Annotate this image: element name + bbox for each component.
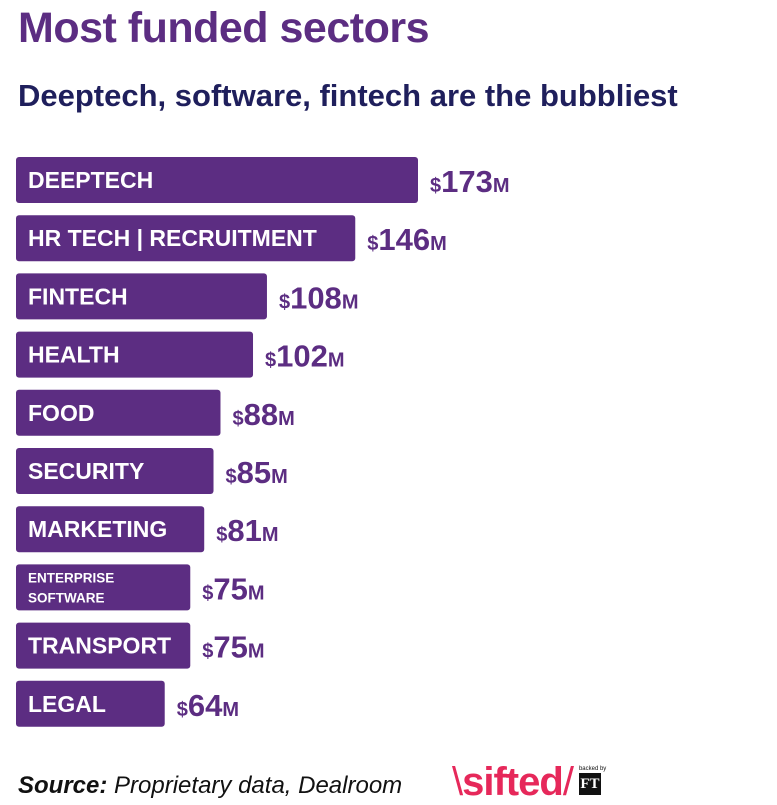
bar-label: MARKETING xyxy=(28,516,167,542)
value-label: $81M xyxy=(216,513,278,548)
backed-by-text: backed by xyxy=(578,766,607,772)
value-label: $64M xyxy=(177,688,239,723)
bar-row: FINTECH $108M xyxy=(16,273,359,320)
logo-slash-right-icon: / xyxy=(562,760,574,804)
chart-subtitle: Deeptech, software, fintech are the bubb… xyxy=(18,78,678,113)
bar-row: TRANSPORT $75M xyxy=(16,622,265,669)
bar xyxy=(16,273,267,320)
bar xyxy=(16,680,165,727)
source-note: Source: Proprietary data, Dealroom xyxy=(18,772,402,800)
bar-row: SECURITY $85M xyxy=(16,448,288,494)
source-label: Source: xyxy=(18,772,108,799)
bar-label: HEALTH xyxy=(28,342,120,368)
bar xyxy=(16,564,191,611)
chart-title: Most funded sectors xyxy=(18,4,430,52)
bar xyxy=(16,389,221,436)
value-label: $146M xyxy=(367,222,447,257)
bar xyxy=(16,215,356,262)
bar-row: MARKETING $81M xyxy=(16,506,279,553)
value-label: $85M xyxy=(226,455,288,490)
bar xyxy=(16,506,205,553)
value-label: $75M xyxy=(202,630,264,665)
source-text: Proprietary data, Dealroom xyxy=(114,772,403,799)
bar xyxy=(16,622,191,669)
bar-label: LEGAL xyxy=(28,691,106,717)
bar-label: TRANSPORT xyxy=(28,633,171,659)
bar-label: FINTECH xyxy=(28,283,128,309)
bar-row: FOOD $88M xyxy=(16,389,295,436)
ft-badge: backed by FT xyxy=(578,766,607,795)
value-label: $173M xyxy=(430,164,510,199)
bar xyxy=(16,157,418,203)
logo-slash-left-icon: \ xyxy=(452,760,463,804)
value-label: $75M xyxy=(202,571,264,606)
value-label: $102M xyxy=(265,339,345,374)
bar-row: HEALTH $102M xyxy=(16,331,345,378)
sifted-brand: \sifted/ backed by FT xyxy=(452,760,606,804)
bar xyxy=(16,448,214,494)
logo-text: sifted xyxy=(462,760,564,804)
value-label: $108M xyxy=(279,280,359,315)
bar xyxy=(16,331,254,378)
bar-label: ENTERPRISE SOFTWARE xyxy=(28,570,114,605)
bar-row: DEEPTECH $173M xyxy=(16,157,510,203)
bar-label: DEEPTECH xyxy=(28,167,153,193)
bar-label: HR TECH | RECRUITMENT xyxy=(28,225,317,251)
bar-row: ENTERPRISE SOFTWARE $75M xyxy=(16,564,265,611)
bar-label: FOOD xyxy=(28,400,94,426)
ft-logo-icon: FT xyxy=(578,773,601,795)
bar-row: LEGAL $64M xyxy=(16,680,239,727)
bar-row: HR TECH | RECRUITMENT $146M xyxy=(16,215,447,262)
value-label: $88M xyxy=(232,397,294,432)
bar-label: SECURITY xyxy=(28,458,144,484)
sifted-logo: \sifted/ xyxy=(452,760,574,804)
